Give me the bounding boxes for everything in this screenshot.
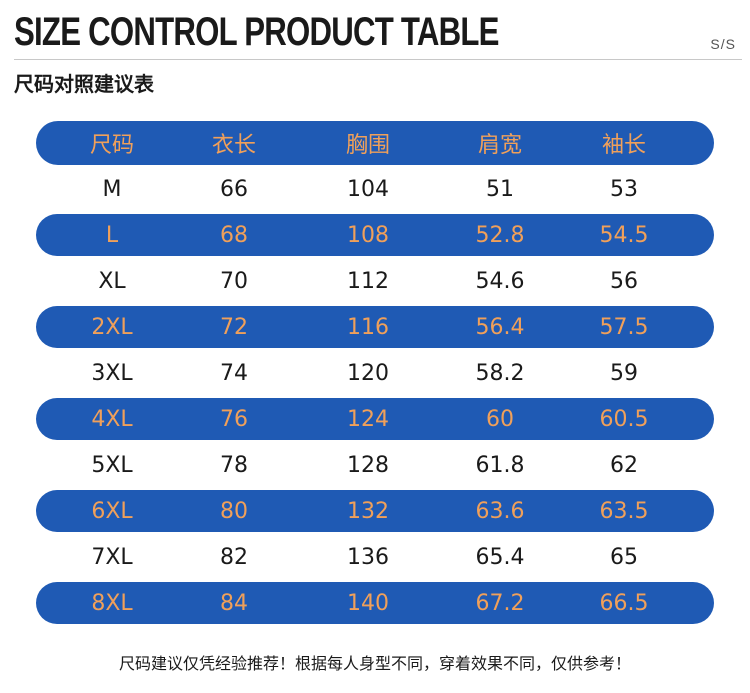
table-row: 7XL 82 136 65.4 65 [36,534,714,580]
header-cell-length: 衣长 [211,133,257,158]
table-cell: 3XL [91,360,133,386]
table-cell: L [105,222,119,248]
table-cell: 72 [220,314,248,340]
table-row: 2XL 72 116 56.4 57.5 [36,304,714,350]
table-cell: 140 [347,590,389,616]
table-cell: 82 [220,544,248,570]
table-cell: XL [98,268,126,294]
season-tag: S/S [710,36,736,52]
table-cell: 124 [347,406,389,432]
header-cell-chest: 胸围 [345,133,391,158]
table-cell: 56.4 [475,314,525,340]
table-cell: 2XL [91,314,133,340]
table-subtitle: 尺码对照建议表 [14,72,154,96]
table-header-row: 尺码 衣长 胸围 肩宽 袖长 [36,120,714,166]
table-cell: 62 [610,452,638,478]
table-cell: 116 [347,314,389,340]
table-cell: 52.8 [475,222,525,248]
table-row: 5XL 78 128 61.8 62 [36,442,714,488]
table-cell: 132 [347,498,389,524]
table-row: 8XL 84 140 67.2 66.5 [36,580,714,626]
table-row: M 66 104 51 53 [36,166,714,212]
table-cell: 59 [610,360,638,386]
table-cell: 61.8 [475,452,525,478]
table-cell: 108 [347,222,389,248]
table-row: 4XL 76 124 60 60.5 [36,396,714,442]
table-cell: 67.2 [475,590,525,616]
table-cell: 68 [220,222,248,248]
table-cell: 80 [220,498,248,524]
page-title: SIZE CONTROL PRODUCT TABLE [14,10,499,54]
table-row: 6XL 80 132 63.6 63.5 [36,488,714,534]
table-cell: 5XL [91,452,133,478]
table-cell: 66.5 [599,590,649,616]
table-cell: 63.5 [599,498,649,524]
table-cell: 54.5 [599,222,649,248]
table-cell: 74 [220,360,248,386]
table-cell: 60 [486,406,514,432]
table-cell: 70 [220,268,248,294]
table-cell: 56 [610,268,638,294]
table-row: XL 70 112 54.6 56 [36,258,714,304]
table-cell: 54.6 [475,268,525,294]
header-cell-size: 尺码 [89,133,135,158]
table-cell: 104 [347,176,389,202]
table-cell: 128 [347,452,389,478]
table-cell: 65.4 [475,544,525,570]
table-cell: 78 [220,452,248,478]
header-cell-sleeve: 袖长 [601,133,647,158]
header-cell-shoulder: 肩宽 [477,133,523,158]
table-row: L 68 108 52.8 54.5 [36,212,714,258]
table-cell: 60.5 [599,406,649,432]
table-cell: 6XL [91,498,133,524]
table-cell: 58.2 [475,360,525,386]
table-cell: 51 [486,176,514,202]
table-cell: 112 [347,268,389,294]
table-cell: 7XL [91,544,133,570]
table-cell: 53 [610,176,638,202]
table-cell: 84 [220,590,248,616]
table-cell: M [102,176,122,202]
table-cell: 57.5 [599,314,649,340]
table-cell: 136 [347,544,389,570]
table-cell: 63.6 [475,498,525,524]
size-table: 尺码 衣长 胸围 肩宽 袖长 M 66 104 51 53 L 68 108 5… [36,120,714,626]
disclaimer-note: 尺码建议仅凭经验推荐！根据每人身型不同，穿着效果不同，仅供参考！ [118,654,631,673]
table-cell: 65 [610,544,638,570]
table-cell: 4XL [91,406,133,432]
title-divider [14,59,742,60]
table-cell: 120 [347,360,389,386]
table-row: 3XL 74 120 58.2 59 [36,350,714,396]
table-cell: 66 [220,176,248,202]
table-cell: 8XL [91,590,133,616]
table-cell: 76 [220,406,248,432]
